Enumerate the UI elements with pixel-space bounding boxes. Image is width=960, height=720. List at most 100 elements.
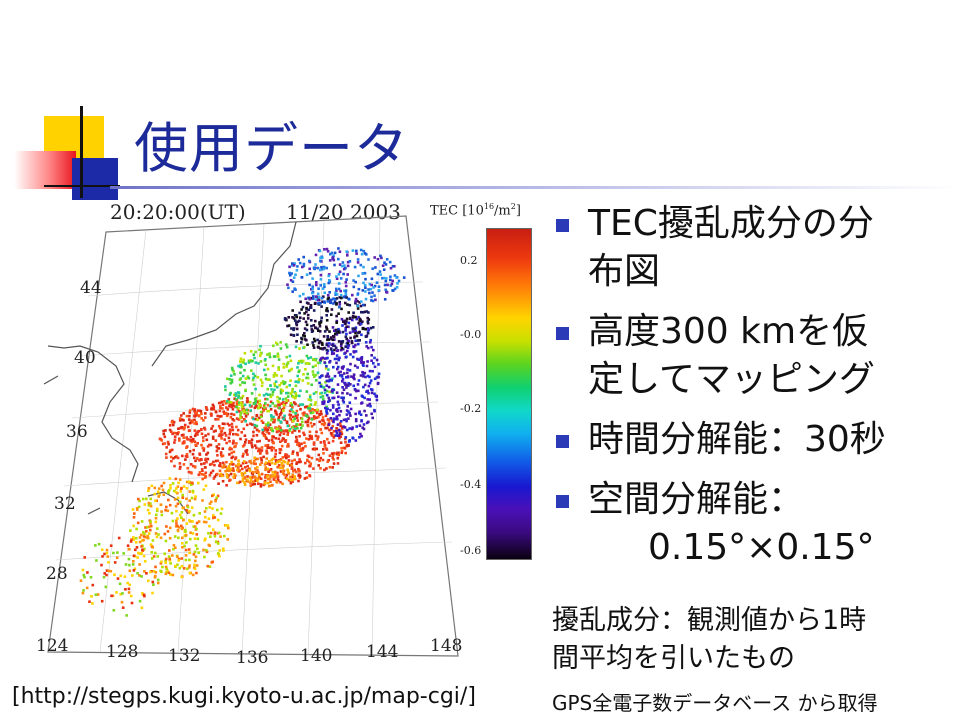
tec-point	[171, 554, 174, 557]
tec-point	[237, 459, 240, 462]
tec-point	[182, 518, 185, 522]
tec-point	[101, 555, 104, 558]
tec-point	[200, 473, 203, 476]
tec-point	[310, 425, 314, 428]
tec-point	[166, 440, 170, 444]
tec-point	[264, 363, 267, 367]
tec-point	[298, 347, 301, 350]
tec-point	[247, 376, 251, 380]
tec-point	[330, 343, 334, 346]
tec-point	[135, 507, 139, 510]
tec-point	[268, 463, 272, 466]
tec-point	[325, 379, 329, 383]
tec-point	[216, 508, 219, 512]
tec-point	[366, 398, 369, 401]
tec-point	[345, 250, 349, 253]
tec-point	[233, 373, 236, 376]
tec-point	[354, 412, 357, 416]
tec-point	[131, 508, 135, 511]
tec-point	[219, 472, 223, 476]
tec-point	[266, 403, 270, 407]
tec-point	[356, 292, 360, 295]
tec-point	[257, 362, 260, 365]
tec-point	[282, 429, 285, 433]
tec-point	[220, 433, 224, 436]
tec-point	[148, 525, 151, 529]
tec-point	[205, 453, 208, 456]
tec-point	[165, 505, 168, 509]
tec-point	[317, 329, 320, 332]
tec-point	[242, 361, 245, 364]
tec-point	[252, 372, 255, 376]
tec-point	[193, 525, 197, 528]
tec-point	[195, 571, 198, 575]
tec-point	[140, 575, 143, 578]
tec-point	[240, 403, 244, 407]
tec-point	[289, 475, 292, 479]
tec-point	[271, 390, 275, 394]
tec-point	[354, 300, 357, 303]
tec-point	[369, 379, 373, 382]
tec-point	[277, 418, 280, 422]
tec-point	[173, 431, 176, 435]
tec-point	[241, 374, 245, 378]
tec-point	[124, 563, 128, 566]
tec-point	[184, 530, 187, 533]
tec-point	[90, 595, 93, 598]
title-rule	[110, 186, 960, 189]
tec-point	[198, 459, 201, 462]
tec-point	[201, 477, 204, 481]
map-date-label: 11/20 2003	[286, 200, 401, 224]
tec-point	[284, 343, 288, 346]
tec-point	[171, 432, 174, 436]
tec-point	[162, 481, 166, 485]
tec-point	[298, 294, 302, 298]
tec-point	[159, 562, 163, 565]
tec-point	[283, 381, 287, 384]
tec-point	[268, 468, 272, 472]
tec-point	[337, 358, 341, 362]
tec-point	[149, 520, 152, 523]
tec-point	[338, 296, 342, 299]
tec-point	[158, 493, 161, 497]
tec-point	[105, 551, 109, 555]
tec-point	[198, 471, 202, 474]
tec-point	[320, 412, 323, 416]
tec-point	[349, 407, 353, 411]
tec-point	[243, 443, 246, 447]
tec-point	[336, 400, 340, 404]
tec-point	[265, 430, 269, 434]
tec-point	[174, 504, 178, 508]
tec-point	[307, 398, 311, 401]
tec-point	[159, 503, 163, 506]
tec-point	[194, 432, 198, 435]
tec-point	[276, 427, 280, 430]
tec-point	[347, 410, 350, 413]
tec-point	[185, 522, 189, 525]
bullet-item: 空間分解能： 0.15°×0.15°	[556, 476, 956, 572]
tec-point	[259, 483, 263, 486]
tec-point	[270, 484, 273, 487]
tec-point	[317, 346, 320, 349]
tec-point	[242, 427, 246, 431]
tec-point	[180, 564, 184, 568]
tec-point	[175, 487, 178, 490]
tec-point	[343, 381, 346, 385]
tec-point	[214, 410, 218, 414]
tec-point	[327, 423, 331, 426]
tec-point	[193, 429, 197, 432]
tec-point	[360, 359, 363, 363]
tec-point	[296, 333, 299, 336]
tec-point	[144, 526, 147, 529]
tec-point	[223, 412, 226, 415]
tec-point	[331, 344, 335, 347]
tec-point	[340, 307, 343, 311]
title-decoration-red	[14, 151, 76, 189]
tec-point	[228, 378, 232, 381]
tec-point	[231, 467, 235, 470]
tec-point	[312, 346, 316, 349]
tec-point	[280, 461, 284, 465]
tec-point	[228, 453, 231, 456]
tec-point	[311, 447, 315, 451]
tec-point	[336, 462, 340, 465]
